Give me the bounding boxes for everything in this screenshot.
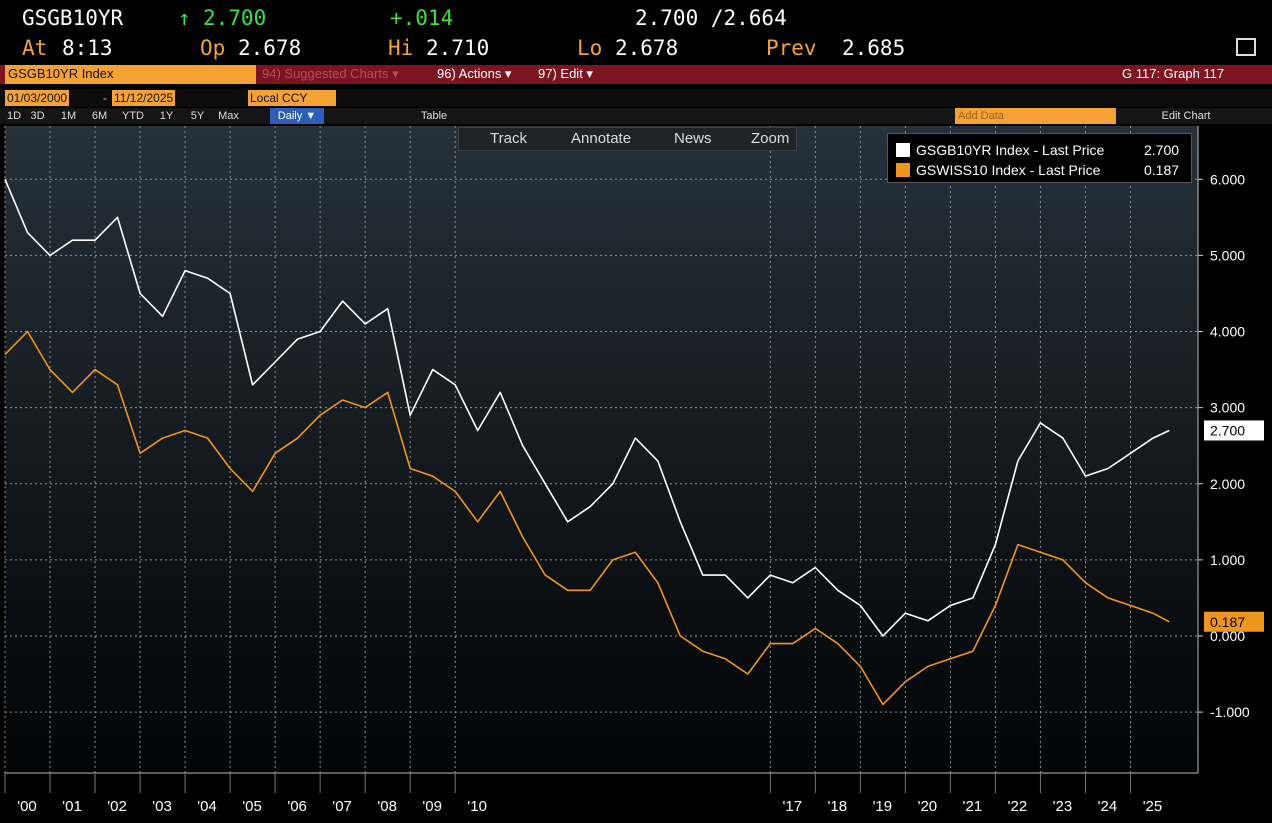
label: At bbox=[22, 36, 48, 60]
legend-swatch bbox=[896, 163, 910, 177]
last-price-label: 0.187 bbox=[1210, 614, 1245, 630]
x-tick-label: '01 bbox=[62, 798, 82, 815]
ticker: GSGB10YR bbox=[22, 6, 124, 30]
y-tick-label: 0.000 bbox=[1210, 628, 1245, 644]
separator: - bbox=[103, 91, 107, 105]
y-tick-label: 4.000 bbox=[1210, 324, 1245, 340]
period-button[interactable]: 1D bbox=[6, 110, 22, 122]
x-tick-label: '24 bbox=[1098, 798, 1118, 815]
tool-button[interactable]: Annotate bbox=[571, 130, 632, 147]
legend-label: GSGB10YR Index - Last Price bbox=[916, 142, 1105, 158]
period-button[interactable]: 3D bbox=[30, 110, 45, 122]
x-tick-label: '19 bbox=[873, 798, 893, 815]
x-tick-label: '03 bbox=[152, 798, 172, 815]
tool-button[interactable]: News bbox=[674, 130, 712, 147]
label: Lo bbox=[577, 36, 603, 60]
period-button[interactable]: YTD bbox=[122, 110, 144, 122]
x-tick-label: '17 bbox=[783, 798, 803, 815]
y-tick-label: -1.000 bbox=[1210, 704, 1250, 720]
x-tick-label: '23 bbox=[1053, 798, 1073, 815]
menu-item[interactable]: 94) Suggested Charts ▾ bbox=[262, 66, 399, 81]
x-tick-label: '00 bbox=[17, 798, 37, 815]
legend bbox=[887, 133, 1192, 183]
change: +.014 bbox=[390, 6, 454, 30]
bid-ask: 2.700 /2.664 bbox=[635, 6, 787, 30]
frequency[interactable]: Daily ▼ bbox=[270, 108, 324, 124]
x-tick-label: '10 bbox=[467, 798, 487, 815]
legend-swatch bbox=[896, 143, 910, 157]
currency[interactable]: Local CCY bbox=[248, 90, 336, 106]
x-tick-label: '04 bbox=[197, 798, 217, 815]
prev: 2.685 bbox=[842, 36, 906, 60]
period-button[interactable]: 5Y bbox=[190, 110, 205, 122]
x-tick-label: '22 bbox=[1008, 798, 1028, 815]
y-tick-label: 1.000 bbox=[1210, 552, 1245, 568]
x-tick-label: '18 bbox=[828, 798, 848, 815]
y-tick-label: 5.000 bbox=[1210, 247, 1245, 263]
x-tick-label: '02 bbox=[107, 798, 127, 815]
menu-item[interactable]: 97) Edit ▾ bbox=[538, 66, 593, 81]
y-tick-label: 2.000 bbox=[1210, 476, 1245, 492]
legend-value: 0.187 bbox=[1144, 162, 1180, 178]
export-icon[interactable] bbox=[1236, 38, 1256, 56]
period-button[interactable]: 6M bbox=[91, 110, 108, 122]
last-price-tag bbox=[1204, 611, 1264, 632]
series-line bbox=[4, 330, 1170, 706]
legend-label: GSWISS10 Index - Last Price bbox=[916, 162, 1101, 178]
label: Op bbox=[200, 36, 226, 60]
low: 2.678 bbox=[615, 36, 679, 60]
range-bar bbox=[0, 89, 1272, 107]
time: 8:13 bbox=[62, 36, 113, 60]
last-price-tag bbox=[1204, 420, 1264, 441]
period-button[interactable]: 1M bbox=[60, 110, 77, 122]
plot-background bbox=[5, 126, 1198, 773]
x-tick-label: '25 bbox=[1143, 798, 1163, 815]
chart-tools bbox=[458, 127, 797, 151]
end-date[interactable]: 11/12/2025 bbox=[112, 90, 176, 106]
arrow: ↑ bbox=[178, 6, 191, 30]
x-tick-label: '09 bbox=[422, 798, 442, 815]
security-field[interactable]: GSGB10YR Index bbox=[5, 65, 256, 84]
x-tick-label: '20 bbox=[918, 798, 938, 815]
add-data[interactable]: Add Data bbox=[955, 108, 1116, 124]
x-tick-label: '07 bbox=[332, 798, 352, 815]
menu-item[interactable]: 96) Actions ▾ bbox=[437, 66, 512, 81]
table-button[interactable]: Table bbox=[420, 110, 448, 122]
y-tick-label: 3.000 bbox=[1210, 400, 1245, 416]
edit-chart[interactable]: Edit Chart bbox=[1161, 110, 1211, 122]
tool-button[interactable]: Zoom bbox=[751, 130, 790, 147]
label: Prev bbox=[766, 36, 817, 60]
last-price: 2.700 bbox=[203, 6, 267, 30]
last-price-label: 2.700 bbox=[1210, 422, 1245, 438]
start-date[interactable]: 01/03/2000 bbox=[5, 90, 70, 106]
x-tick-label: '06 bbox=[287, 798, 307, 815]
open: 2.678 bbox=[238, 36, 302, 60]
x-tick-label: '05 bbox=[242, 798, 262, 815]
menu-bar bbox=[0, 65, 1272, 84]
legend-value: 2.700 bbox=[1144, 142, 1180, 158]
label: Hi bbox=[388, 36, 414, 60]
y-tick-label: 6.000 bbox=[1210, 171, 1245, 187]
x-tick-label: '21 bbox=[963, 798, 983, 815]
period-button[interactable]: 1Y bbox=[159, 110, 174, 122]
tool-button[interactable]: Track bbox=[490, 130, 527, 147]
x-tick-label: '08 bbox=[377, 798, 397, 815]
high: 2.710 bbox=[426, 36, 490, 60]
graph-name: G 117: Graph 117 bbox=[1122, 66, 1225, 81]
series-line bbox=[4, 178, 1170, 637]
period-button[interactable]: Max bbox=[218, 110, 239, 122]
